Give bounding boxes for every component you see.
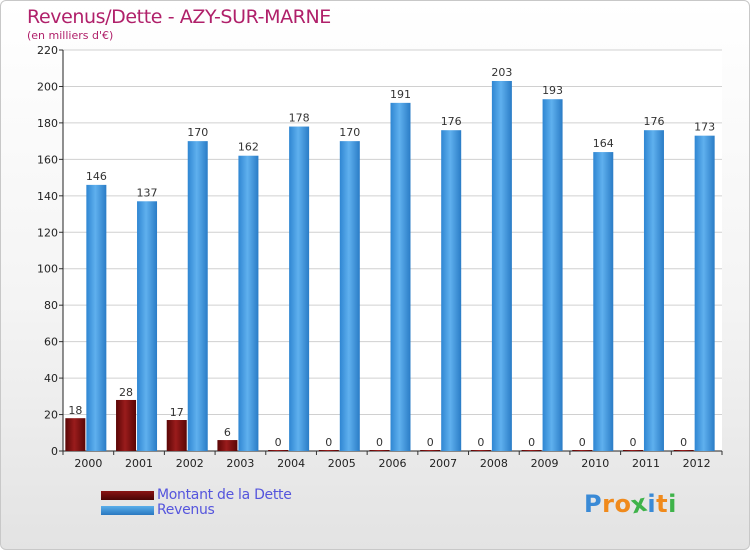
chart-title: Revenus/Dette - AZY-SUR-MARNE <box>27 6 331 28</box>
logo-letter: i <box>647 490 657 518</box>
bar-revenus <box>86 184 107 451</box>
data-label-dette: 17 <box>170 406 184 419</box>
legend-item-revenus: Revenus <box>101 502 215 518</box>
legend-swatch-dette <box>101 490 154 500</box>
bar-revenus <box>593 152 614 451</box>
data-label-dette: 0 <box>680 436 687 449</box>
legend-label-revenus: Revenus <box>157 502 215 518</box>
data-label-revenus: 191 <box>390 88 411 101</box>
x-tick-label: 2010 <box>581 457 609 470</box>
bar-revenus <box>339 141 360 452</box>
y-tick-label: 180 <box>37 117 58 130</box>
data-label-dette: 18 <box>68 404 82 417</box>
y-tick-label: 200 <box>37 80 58 93</box>
bar-dette <box>572 450 593 451</box>
bar-revenus <box>390 102 411 451</box>
x-tick-label: 2007 <box>429 457 457 470</box>
bar-dette <box>318 450 339 451</box>
x-tick-label: 2002 <box>176 457 204 470</box>
logo-letter: t <box>656 490 669 518</box>
data-label-revenus: 162 <box>238 141 259 154</box>
y-tick-label: 160 <box>37 153 58 166</box>
data-label-revenus: 176 <box>643 115 664 128</box>
chart-subtitle: (en milliers d'€) <box>27 29 114 42</box>
data-label-dette: 0 <box>427 436 434 449</box>
legend-swatch-revenus <box>101 505 154 515</box>
bar-revenus <box>643 130 664 451</box>
y-tick-label: 0 <box>51 445 58 458</box>
y-tick-label: 120 <box>37 226 58 239</box>
logo-letter: r <box>602 490 615 518</box>
bar-dette <box>622 450 643 451</box>
x-tick-label: 2000 <box>74 457 102 470</box>
data-label-dette: 0 <box>325 436 332 449</box>
bar-dette <box>470 450 491 451</box>
x-tick-label: 2006 <box>379 457 407 470</box>
data-label-revenus: 178 <box>289 112 310 125</box>
bar-dette <box>521 450 542 451</box>
y-tick-label: 60 <box>44 336 58 349</box>
data-label-dette: 0 <box>275 436 282 449</box>
x-tick-label: 2008 <box>480 457 508 470</box>
data-label-dette: 0 <box>376 436 383 449</box>
x-tick-label: 2003 <box>226 457 254 470</box>
bar-revenus <box>694 135 715 451</box>
data-label-revenus: 146 <box>86 170 107 183</box>
bar-dette <box>166 420 187 451</box>
bar-revenus <box>137 201 158 451</box>
y-tick-label: 220 <box>37 44 58 57</box>
bar-revenus <box>491 80 512 452</box>
x-tick-label: 2001 <box>125 457 153 470</box>
x-tick-label: 2004 <box>277 457 305 470</box>
data-label-dette: 6 <box>224 426 231 439</box>
data-label-revenus: 176 <box>441 115 462 128</box>
bar-dette <box>673 450 694 451</box>
x-tick-label: 2012 <box>683 457 711 470</box>
data-label-dette: 0 <box>629 436 636 449</box>
data-label-revenus: 170 <box>339 126 360 139</box>
bar-revenus <box>542 99 563 452</box>
y-tick-label: 40 <box>44 372 58 385</box>
data-label-revenus: 164 <box>593 137 614 150</box>
logo-letter: o <box>614 490 632 518</box>
data-label-revenus: 203 <box>491 66 512 79</box>
data-label-dette: 0 <box>528 436 535 449</box>
bar-dette <box>268 450 289 451</box>
y-tick-label: 100 <box>37 263 58 276</box>
x-tick-label: 2011 <box>632 457 660 470</box>
bar-dette <box>369 450 390 451</box>
data-label-revenus: 137 <box>137 186 158 199</box>
proxiti-logo: Proxiti <box>584 489 677 520</box>
logo-letter: i <box>668 490 677 518</box>
x-tick-label: 2005 <box>328 457 356 470</box>
y-tick-label: 80 <box>44 299 58 312</box>
bar-revenus <box>238 155 259 451</box>
data-label-revenus: 173 <box>694 121 715 134</box>
y-tick-label: 140 <box>37 190 58 203</box>
legend-label-dette: Montant de la Dette <box>157 487 292 503</box>
legend-item-dette: Montant de la Dette <box>101 487 292 503</box>
bar-revenus <box>289 126 310 452</box>
bar-dette <box>420 450 441 451</box>
bar-revenus <box>187 141 208 452</box>
data-label-revenus: 193 <box>542 84 563 97</box>
data-label-revenus: 170 <box>187 126 208 139</box>
bar-dette <box>65 418 86 451</box>
data-label-dette: 28 <box>119 386 133 399</box>
bar-revenus <box>441 130 462 451</box>
bar-dette <box>116 399 137 451</box>
data-label-dette: 0 <box>477 436 484 449</box>
bar-dette <box>217 440 238 451</box>
data-label-dette: 0 <box>579 436 586 449</box>
x-tick-label: 2009 <box>531 457 559 470</box>
y-tick-label: 20 <box>44 409 58 422</box>
logo-letter: P <box>584 490 603 518</box>
